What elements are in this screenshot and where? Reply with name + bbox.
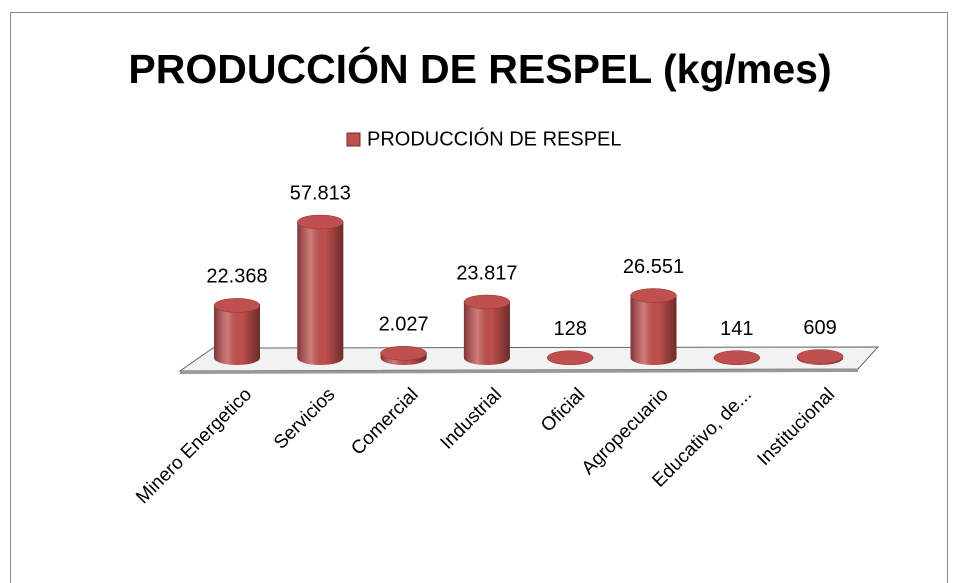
data-label: 26.551 [623, 256, 684, 278]
data-label: 22.368 [206, 266, 267, 288]
bar-top [713, 350, 761, 365]
chart-title: PRODUCCIÓN DE RESPEL (kg/mes) [128, 46, 831, 92]
floor [178, 346, 880, 372]
bar-shade [214, 305, 260, 365]
data-label: 23.817 [456, 262, 517, 284]
bar-top [213, 298, 261, 313]
data-label: 2.027 [379, 314, 429, 336]
bar-top [297, 214, 344, 230]
bar-shade [297, 222, 344, 366]
legend-label: PRODUCCIÓN DE RESPEL [367, 127, 622, 150]
data-label: 128 [554, 318, 587, 340]
data-label: 609 [803, 317, 836, 339]
data-label: 57.813 [290, 182, 351, 204]
legend-swatch [346, 132, 361, 147]
bar-top [796, 349, 844, 364]
bar-top [463, 294, 511, 310]
bar-top [380, 345, 427, 361]
data-label: 141 [720, 318, 753, 340]
bar-top [546, 350, 594, 365]
bar-shade [630, 295, 677, 366]
bar-shade [463, 301, 510, 366]
bar-top [630, 288, 677, 303]
floor-edge [180, 369, 858, 374]
